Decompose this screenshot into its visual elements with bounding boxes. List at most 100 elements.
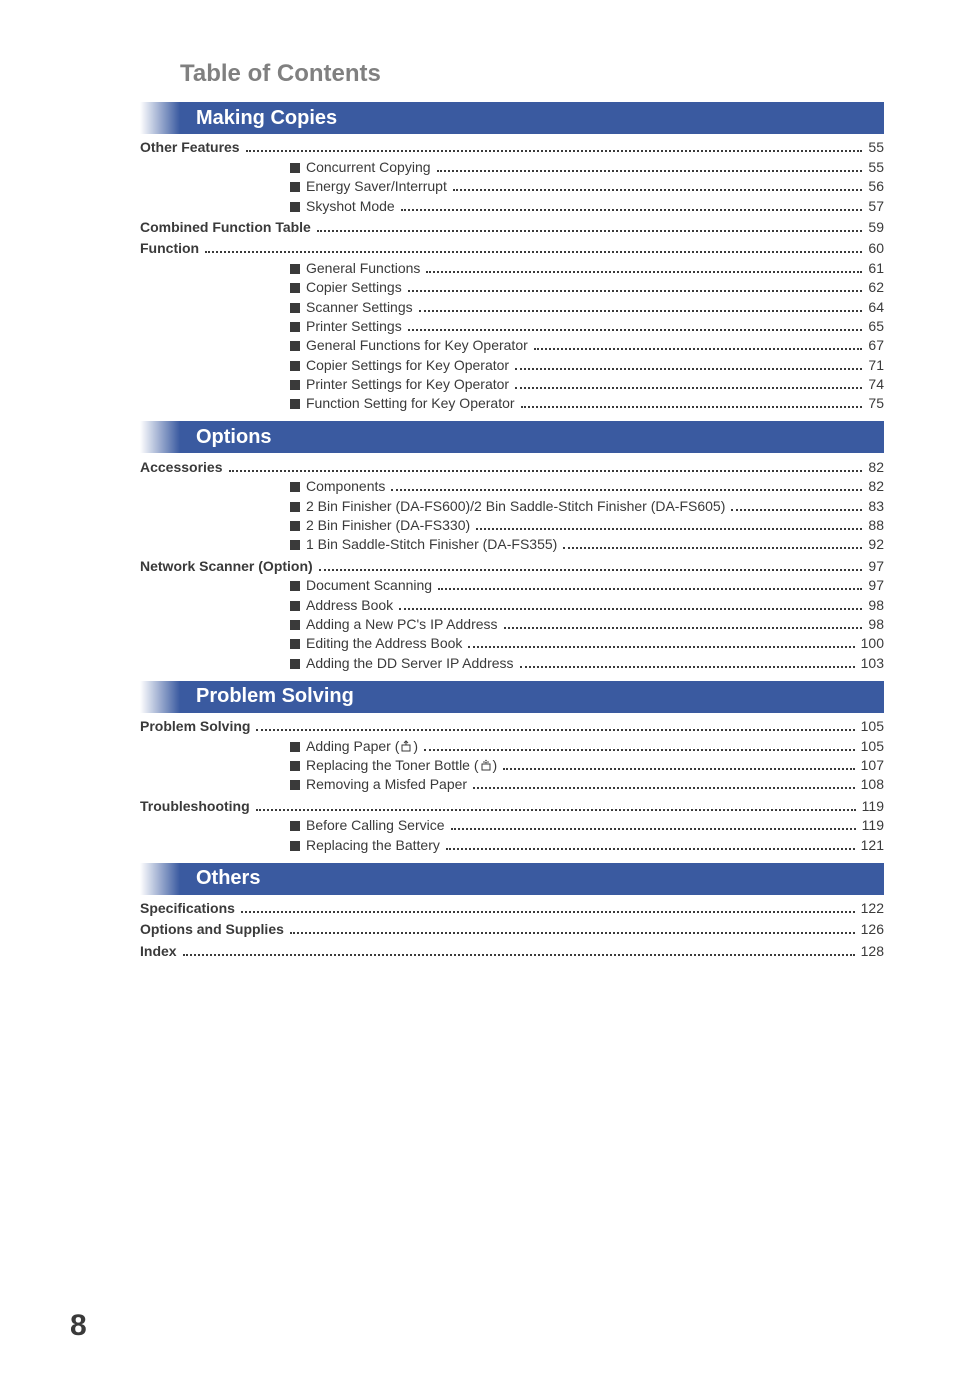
section-bar-label: Problem Solving bbox=[196, 685, 354, 708]
toc-heading-page: 60 bbox=[864, 240, 884, 256]
toc-entry-row: Document Scanning97 bbox=[290, 576, 884, 593]
toc-entry-row: 2 Bin Finisher (DA-FS330)88 bbox=[290, 516, 884, 533]
toc-entry-block: Components822 Bin Finisher (DA-FS600)/2 … bbox=[290, 477, 884, 553]
toc-heading-page: 59 bbox=[864, 219, 884, 235]
toc-entry-page: 55 bbox=[864, 159, 884, 175]
toc-entry-page: 57 bbox=[864, 198, 884, 214]
toc-heading-label: Network Scanner (Option) bbox=[140, 558, 317, 574]
bullet-square-icon bbox=[290, 639, 300, 649]
bullet-square-icon bbox=[290, 540, 300, 550]
leader-dots bbox=[408, 278, 863, 292]
toc-title: Table of Contents bbox=[180, 60, 884, 88]
toc-entry-row: Copier Settings62 bbox=[290, 278, 884, 295]
toc-entry-page: 83 bbox=[864, 498, 884, 514]
toc-heading-row: Function60 bbox=[140, 239, 884, 256]
toc-heading-page: 119 bbox=[858, 798, 884, 814]
toc-entry-row: 2 Bin Finisher (DA-FS600)/2 Bin Saddle-S… bbox=[290, 496, 884, 513]
toc-entry-page: 56 bbox=[864, 178, 884, 194]
bullet-square-icon bbox=[290, 341, 300, 351]
leader-dots bbox=[446, 835, 855, 849]
toc-entry-label: Editing the Address Book bbox=[290, 635, 466, 651]
leader-dots bbox=[515, 375, 862, 389]
toc-heading-row: Index128 bbox=[140, 941, 884, 958]
bullet-square-icon bbox=[290, 761, 300, 771]
leader-dots bbox=[451, 816, 856, 830]
sections-container: Making Copies Other Features55 Concurrent … bbox=[70, 102, 884, 969]
toc-entry-page: 108 bbox=[857, 776, 884, 792]
toc-entry-row: Printer Settings for Key Operator74 bbox=[290, 375, 884, 392]
toc-heading-label: Accessories bbox=[140, 459, 227, 475]
toc-entry-page: 82 bbox=[864, 478, 884, 494]
bullet-square-icon bbox=[290, 283, 300, 293]
leader-dots bbox=[319, 556, 863, 570]
toc-entry-label: Printer Settings for Key Operator bbox=[290, 376, 513, 392]
toc-entry-row: Adding a New PC's IP Address 98 bbox=[290, 615, 884, 632]
leader-dots bbox=[399, 595, 862, 609]
page-root: Table of Contents Making Copies Other Fea… bbox=[0, 0, 954, 1383]
toc-entry-page: 105 bbox=[857, 738, 884, 754]
toc-entry-row: Function Setting for Key Operator75 bbox=[290, 394, 884, 411]
bullet-square-icon bbox=[290, 322, 300, 332]
leader-dots bbox=[534, 336, 863, 350]
toc-entry-page: 107 bbox=[857, 757, 884, 773]
leader-dots bbox=[515, 355, 862, 369]
toc-heading-page: 126 bbox=[857, 921, 884, 937]
toc-entry-row: General Functions61 bbox=[290, 258, 884, 275]
toc-entry-row: Copier Settings for Key Operator 71 bbox=[290, 355, 884, 372]
toc-heading-row: Other Features55 bbox=[140, 138, 884, 155]
toc-entry-row: General Functions for Key Operator 67 bbox=[290, 336, 884, 353]
bullet-square-icon bbox=[290, 659, 300, 669]
paper-icon bbox=[399, 738, 413, 754]
toner-icon bbox=[479, 757, 493, 773]
toc-entry-row: Scanner Settings64 bbox=[290, 297, 884, 314]
toc-heading-label: Specifications bbox=[140, 900, 239, 916]
toc-heading-page: 55 bbox=[864, 139, 884, 155]
bullet-square-icon bbox=[290, 264, 300, 274]
toc-entry-page: 98 bbox=[864, 616, 884, 632]
toc-entry-page: 67 bbox=[864, 337, 884, 353]
leader-dots bbox=[419, 297, 863, 311]
toc-entry-label: Removing a Misfed Paper bbox=[290, 776, 471, 792]
toc-entry-row: Skyshot Mode57 bbox=[290, 196, 884, 213]
toc-entry-label: Address Book bbox=[290, 597, 397, 613]
toc-entry-page: 71 bbox=[864, 357, 884, 373]
toc-heading-label: Troubleshooting bbox=[140, 798, 254, 814]
toc-entry-label: Energy Saver/Interrupt bbox=[290, 178, 451, 194]
bullet-square-icon bbox=[290, 841, 300, 851]
toc-entry-label: 2 Bin Finisher (DA-FS600)/2 Bin Saddle-S… bbox=[290, 498, 729, 514]
toc-heading-row: Specifications 122 bbox=[140, 899, 884, 916]
section-bar: Problem Solving bbox=[180, 681, 884, 713]
bullet-square-icon bbox=[290, 182, 300, 192]
bullet-square-icon bbox=[290, 163, 300, 173]
bullet-square-icon bbox=[290, 601, 300, 611]
toc-entry-page: 121 bbox=[857, 837, 884, 853]
toc-entry-page: 88 bbox=[864, 517, 884, 533]
toc-entry-page: 100 bbox=[857, 635, 884, 651]
leader-dots bbox=[503, 756, 854, 770]
section-bar-label: Making Copies bbox=[196, 107, 337, 130]
toc-entry-page: 92 bbox=[864, 536, 884, 552]
toc-entry-label: Adding a New PC's IP Address bbox=[290, 616, 502, 632]
toc-heading-label: Index bbox=[140, 943, 181, 959]
toc-entry-label: Copier Settings for Key Operator bbox=[290, 357, 513, 373]
toc-entry-block: General Functions61 Copier Settings62 Scan… bbox=[290, 258, 884, 411]
toc-entry-row: Removing a Misfed Paper 108 bbox=[290, 775, 884, 792]
toc-entry-label: Replacing the Battery bbox=[290, 837, 444, 853]
toc-entry-block: Concurrent Copying55Energy Saver/Interru… bbox=[290, 157, 884, 213]
toc-entry-row: Energy Saver/Interrupt 56 bbox=[290, 177, 884, 194]
toc-entry-page: 75 bbox=[864, 395, 884, 411]
section-bar: Making Copies bbox=[180, 102, 884, 134]
toc-entry-label: General Functions for Key Operator bbox=[290, 337, 532, 353]
leader-dots bbox=[424, 736, 855, 750]
leader-dots bbox=[521, 394, 863, 408]
toc-entry-label: Scanner Settings bbox=[290, 299, 417, 315]
section-bar-label: Options bbox=[196, 426, 272, 449]
toc-entry-label: Printer Settings bbox=[290, 318, 406, 334]
toc-entry-label: 1 Bin Saddle-Stitch Finisher (DA-FS355) bbox=[290, 536, 561, 552]
toc-heading-label: Options and Supplies bbox=[140, 921, 288, 937]
toc-entry-row: Address Book98 bbox=[290, 595, 884, 612]
toc-heading-page: 122 bbox=[857, 900, 884, 916]
bullet-square-icon bbox=[290, 482, 300, 492]
leader-dots bbox=[205, 239, 862, 253]
toc-entry-row: Before Calling Service119 bbox=[290, 816, 884, 833]
